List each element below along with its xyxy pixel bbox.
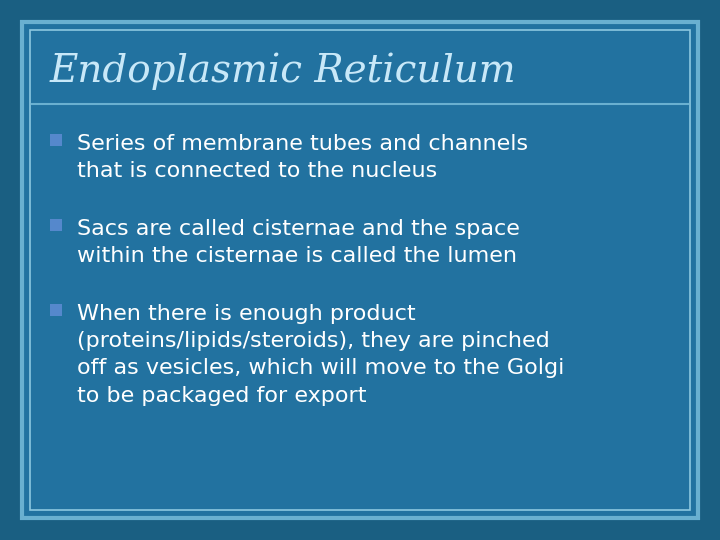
Bar [50, 304, 62, 316]
Bar [50, 219, 62, 231]
Bar [50, 134, 62, 146]
Text: Series of membrane tubes and channels
that is connected to the nucleus: Series of membrane tubes and channels th… [77, 134, 528, 181]
Bar [30, 30, 690, 510]
Text: When there is enough product
(proteins/lipids/steroids), they are pinched
off as: When there is enough product (proteins/l… [77, 304, 564, 406]
Text: Endoplasmic Reticulum: Endoplasmic Reticulum [50, 52, 517, 90]
Text: Sacs are called cisternae and the space
within the cisternae is called the lumen: Sacs are called cisternae and the space … [77, 219, 520, 266]
